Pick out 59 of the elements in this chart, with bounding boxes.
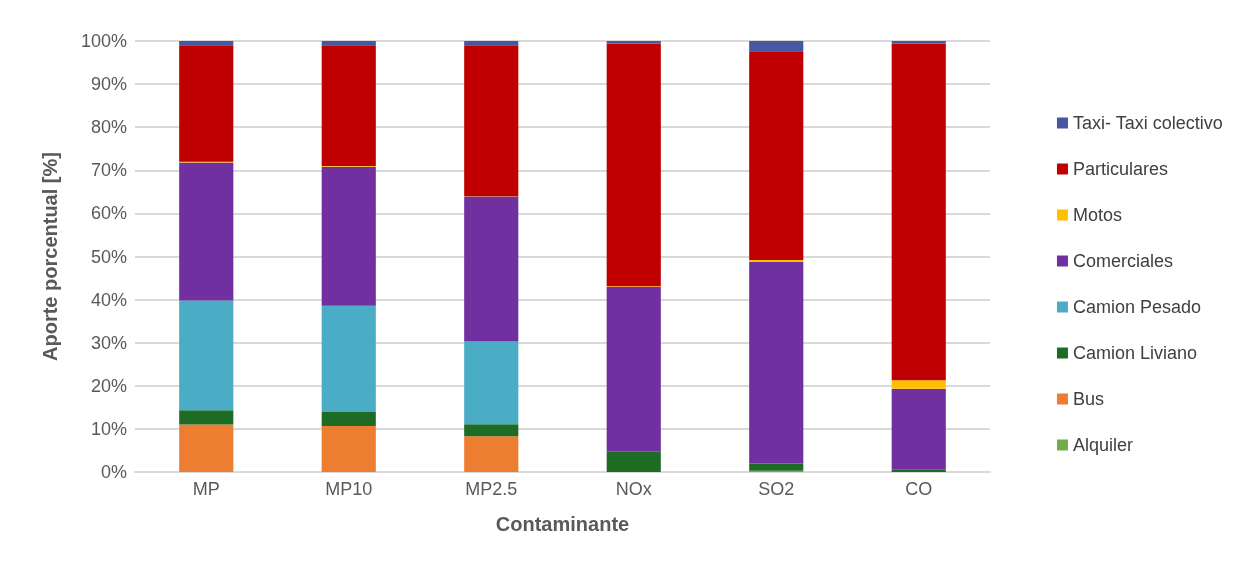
bar <box>749 262 804 464</box>
y-tick-label: 80% <box>90 117 127 138</box>
bar <box>464 341 519 425</box>
bar <box>321 45 376 166</box>
x-tick-label: NOx <box>615 479 652 499</box>
bar <box>464 196 519 342</box>
y-tick-label: 0% <box>100 462 127 482</box>
bar <box>606 287 661 452</box>
y-tick-label: 70% <box>90 160 127 181</box>
bar <box>749 259 804 263</box>
y-tick-label: 60% <box>90 203 127 224</box>
legend-label: Particulares <box>1072 159 1168 179</box>
bar <box>179 162 234 301</box>
bar <box>891 41 946 44</box>
bar <box>891 43 946 381</box>
x-axis-title: Contaminante <box>495 513 630 535</box>
legend-label: Comerciales <box>1072 251 1173 271</box>
y-tick-label: 40% <box>90 289 127 310</box>
bar <box>321 412 376 426</box>
bar <box>179 300 234 411</box>
legend-label: Camion Pesado <box>1072 297 1202 317</box>
bar <box>891 469 946 472</box>
legend-label: Alquiler <box>1072 435 1133 455</box>
bar <box>179 41 234 46</box>
bar <box>179 45 234 162</box>
bar <box>321 305 376 413</box>
bar <box>464 41 519 46</box>
bar <box>749 41 804 52</box>
bar <box>891 380 946 389</box>
bar <box>321 41 376 46</box>
x-tick-label: MP <box>192 479 220 499</box>
y-tick-label: 30% <box>90 332 127 353</box>
bar <box>179 410 234 425</box>
bar <box>464 424 519 437</box>
y-tick-label: 10% <box>90 418 127 439</box>
legend-label: Motos <box>1072 205 1122 225</box>
bar <box>606 41 661 44</box>
x-tick-label: SO2 <box>758 479 795 499</box>
bar <box>749 51 804 260</box>
y-tick-label: 50% <box>90 246 127 267</box>
x-tick-label: CO <box>905 479 933 499</box>
legend-label: Bus <box>1072 389 1104 409</box>
bar <box>179 424 234 472</box>
bar <box>464 45 519 197</box>
x-tick-label: MP10 <box>325 479 373 499</box>
y-tick-label: 20% <box>90 375 127 396</box>
bar <box>464 436 519 472</box>
bar <box>606 43 661 287</box>
bar <box>891 388 946 470</box>
y-tick-label: 100% <box>80 31 127 51</box>
bar <box>321 425 376 472</box>
legend-label: Taxi- Taxi colectivo <box>1072 113 1223 133</box>
bar <box>606 451 661 472</box>
y-axis-title: Aporte porcentual [%] <box>39 152 61 361</box>
bar <box>321 166 376 306</box>
legend-label: Camion Liviano <box>1072 343 1198 363</box>
y-tick-label: 90% <box>90 74 127 95</box>
bar <box>749 463 804 471</box>
x-tick-label: MP2.5 <box>465 479 518 499</box>
